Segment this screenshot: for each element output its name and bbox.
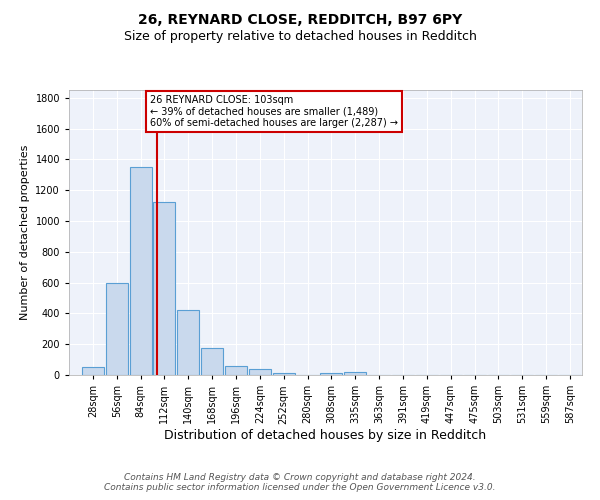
- Bar: [320, 373, 343, 375]
- Bar: [82, 366, 104, 375]
- X-axis label: Distribution of detached houses by size in Redditch: Distribution of detached houses by size …: [164, 429, 487, 442]
- Text: 26, REYNARD CLOSE, REDDITCH, B97 6PY: 26, REYNARD CLOSE, REDDITCH, B97 6PY: [138, 12, 462, 26]
- Bar: [201, 348, 223, 375]
- Bar: [106, 282, 128, 375]
- Y-axis label: Number of detached properties: Number of detached properties: [20, 145, 30, 320]
- Text: 26 REYNARD CLOSE: 103sqm
← 39% of detached houses are smaller (1,489)
60% of sem: 26 REYNARD CLOSE: 103sqm ← 39% of detach…: [150, 94, 398, 128]
- Text: Size of property relative to detached houses in Redditch: Size of property relative to detached ho…: [124, 30, 476, 43]
- Bar: [249, 369, 271, 375]
- Bar: [225, 366, 247, 375]
- Bar: [130, 167, 152, 375]
- Text: Contains HM Land Registry data © Crown copyright and database right 2024.
Contai: Contains HM Land Registry data © Crown c…: [104, 473, 496, 492]
- Bar: [273, 373, 295, 375]
- Bar: [154, 202, 175, 375]
- Bar: [344, 372, 367, 375]
- Bar: [178, 310, 199, 375]
